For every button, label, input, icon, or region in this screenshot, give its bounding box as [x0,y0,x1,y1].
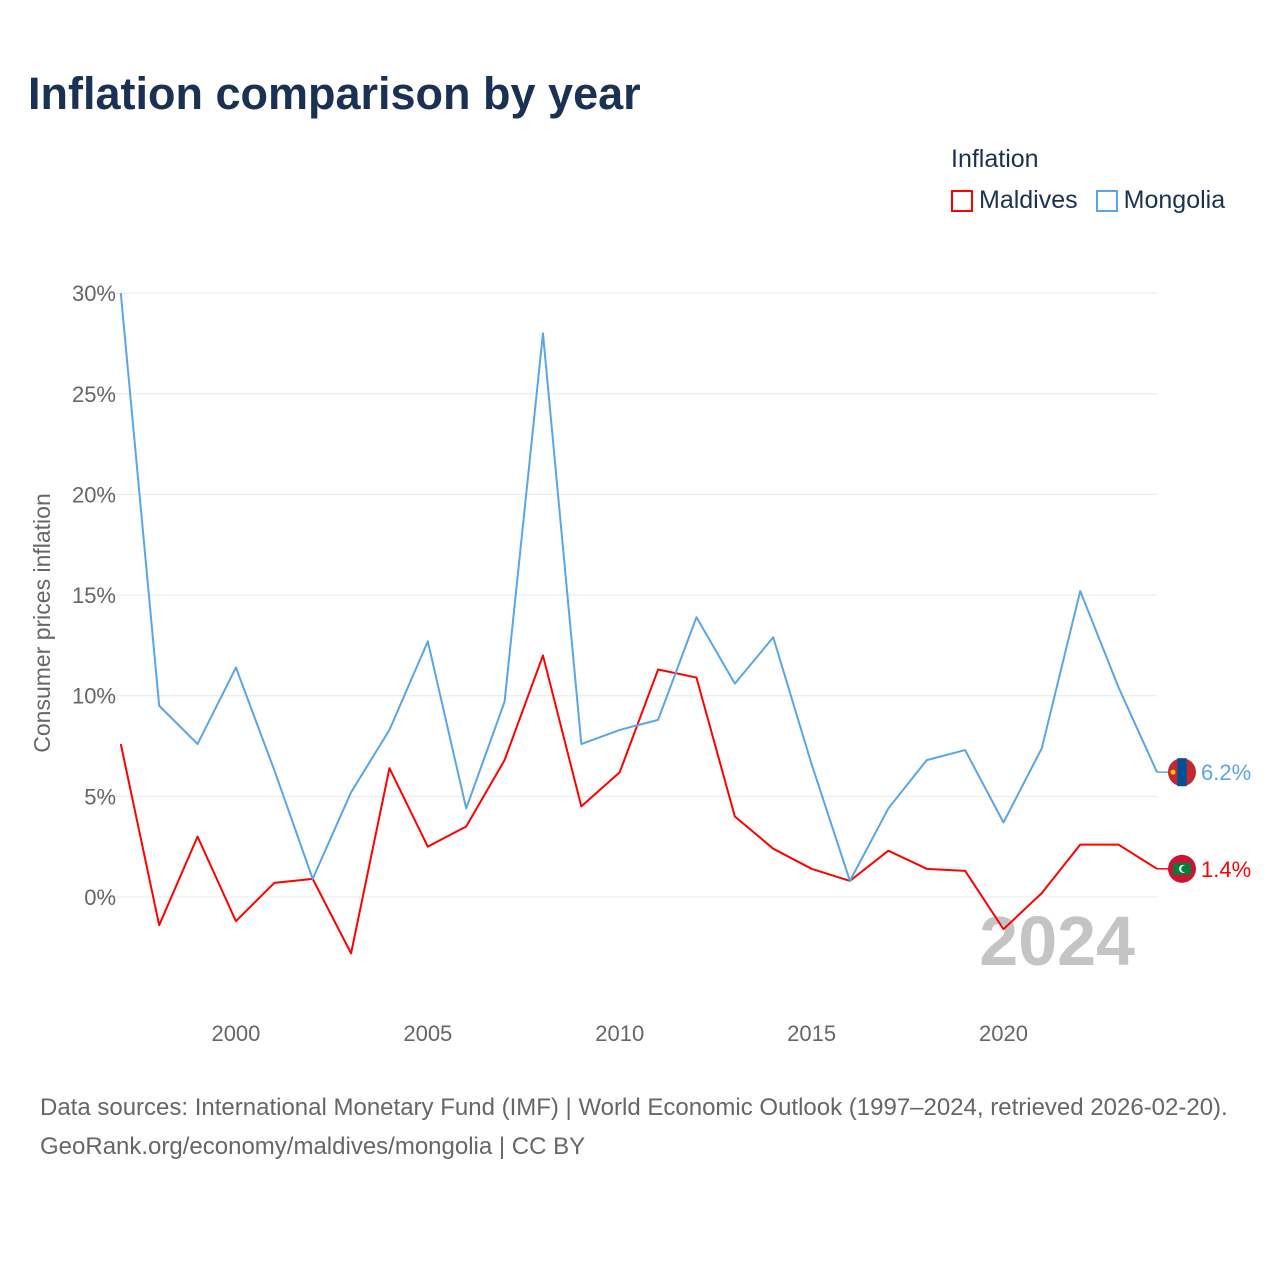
legend-swatch-maldives [951,189,973,212]
legend-item-maldives[interactable]: Maldives [951,186,1078,215]
mongolia-flag-stripe [1177,758,1187,787]
y-tick-label: 10% [72,684,116,709]
series-line-mongolia [119,293,1158,882]
x-tick-label: 2000 [211,1021,260,1046]
legend-title: Inflation [951,145,1039,173]
end-value-label: 6.2% [1201,760,1251,785]
end-value-label: 1.4% [1201,857,1251,882]
y-tick-label: 0% [84,885,116,910]
y-tick-label: 5% [84,784,116,809]
soyombo-symbol [1170,769,1176,775]
chart-title: Inflation comparison by year [28,68,641,119]
data-sources: Data sources: International Monetary Fun… [40,1094,1228,1121]
series-line-maldives [119,654,1158,955]
x-tick-label: 2015 [787,1021,836,1046]
y-tick-label: 30% [72,281,116,306]
legend: Maldives Mongolia [951,186,1225,215]
x-tick-label: 2010 [595,1021,644,1046]
line-chart: 0% 5% 10% 15% 20% 25% 30% 2000 2005 2010 2015 2020 C… [29,281,1251,1046]
year-watermark: 2024 [979,902,1135,980]
y-tick-label: 25% [72,382,116,407]
footer: Data sources: International Monetary Fun… [40,1088,1250,1166]
x-tick-label: 2020 [979,1021,1028,1046]
legend-label: Mongolia [1123,186,1226,214]
y-axis-label: Consumer prices inflation [29,493,55,753]
y-tick-label: 15% [72,583,116,608]
legend-swatch-mongolia [1095,189,1118,212]
legend-label: Maldives [979,186,1078,214]
crescent-cut [1181,865,1188,873]
x-tick-label: 2005 [403,1021,452,1046]
legend-item-mongolia[interactable]: Mongolia [1095,186,1226,215]
credit-link[interactable]: GeoRank.org/economy/maldives/mongolia | … [40,1133,586,1160]
y-tick-label: 20% [72,482,116,507]
